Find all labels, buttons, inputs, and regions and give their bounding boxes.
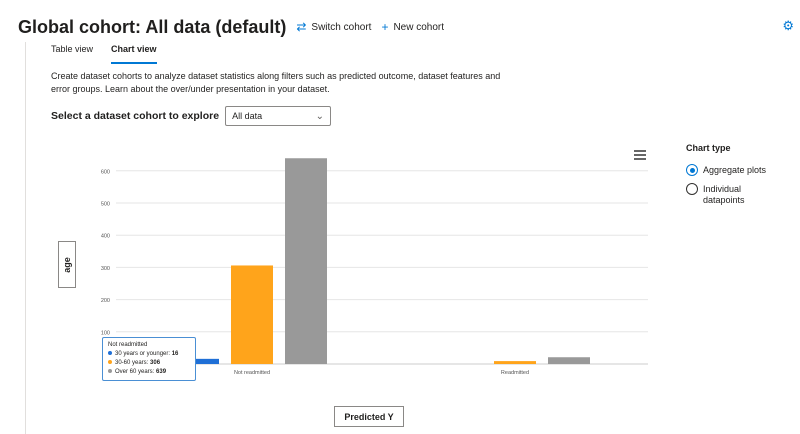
chevron-down-icon: ⌄ — [315, 110, 325, 122]
new-cohort-button[interactable]: + New cohort — [381, 21, 444, 33]
tooltip-row: 30-60 years: 306 — [108, 359, 190, 368]
tooltip-dot-gray — [108, 369, 112, 374]
y-tick-label: 400 — [101, 234, 110, 240]
cohort-dropdown-value: All data — [232, 111, 263, 121]
page-title: Global cohort: All data (default) — [18, 16, 287, 37]
tooltip-label: Over 60 years: — [115, 369, 157, 375]
tooltip-label: 30-60 years: — [115, 360, 151, 366]
hamburger-menu-icon[interactable] — [634, 150, 646, 162]
radio-unchecked-icon — [686, 183, 698, 195]
x-tick-label: Readmitted — [501, 370, 529, 376]
tooltip-value: 16 — [171, 351, 179, 357]
y-axis-selector-label: age — [61, 256, 72, 273]
radio-aggregate-plots[interactable]: Aggregate plots — [686, 164, 796, 176]
tooltip-label: 30 years or younger: — [115, 351, 172, 357]
radio-aggregate-label: Aggregate plots — [703, 164, 767, 175]
plus-icon: + — [381, 20, 389, 34]
tooltip-row: Over 60 years: 639 — [108, 368, 190, 377]
x-axis-ticks: Not readmitted Readmitted — [234, 370, 529, 376]
tooltip-dot-blue — [108, 351, 112, 356]
tooltip-value: 639 — [156, 369, 167, 375]
bar — [177, 358, 219, 364]
y-tick-label: 200 — [101, 298, 110, 304]
bar — [285, 158, 327, 364]
chart-bars — [177, 158, 590, 364]
radio-checked-icon — [686, 164, 698, 176]
y-tick-label: 500 — [101, 202, 110, 208]
chart-gridlines — [116, 170, 648, 365]
left-divider — [25, 42, 26, 434]
switch-icon: ⇄ — [296, 20, 307, 34]
view-tabs: Table view Chart view — [51, 42, 175, 64]
tooltip-title: Not readmitted — [108, 342, 148, 348]
chart-type-panel: Chart type Aggregate plots Individual da… — [686, 143, 796, 213]
radio-individual-datapoints[interactable]: Individual datapoints — [686, 183, 796, 206]
tooltip-row: 30 years or younger: 16 — [108, 350, 190, 359]
switch-cohort-label: Switch cohort — [311, 21, 372, 33]
y-tick-label: 100 — [101, 330, 110, 336]
y-axis-selector-button[interactable]: age — [58, 241, 76, 288]
new-cohort-label: New cohort — [393, 21, 445, 33]
chart-type-title: Chart type — [686, 143, 731, 153]
bar — [494, 361, 536, 364]
tab-chart-view[interactable]: Chart view — [111, 42, 157, 64]
settings-gear-icon[interactable]: ⚙ — [782, 18, 794, 33]
tab-table-view[interactable]: Table view — [51, 44, 94, 54]
tooltip-dot-orange — [108, 360, 112, 365]
switch-cohort-button[interactable]: ⇄ Switch cohort — [296, 21, 371, 33]
y-axis-ticks: 100 200 300 400 500 600 — [101, 169, 110, 336]
x-axis-selector-button[interactable]: Predicted Y — [334, 406, 404, 427]
tooltip-value: 306 — [150, 360, 161, 366]
bar — [231, 265, 273, 364]
chart-tooltip: Not readmitted 30 years or younger: 16 3… — [102, 337, 196, 381]
cohort-dropdown[interactable]: All data ⌄ — [225, 106, 332, 126]
bar — [548, 357, 590, 364]
cohort-selector-row: Select a dataset cohort to explore All d… — [51, 106, 332, 126]
y-tick-label: 300 — [101, 266, 110, 272]
radio-individual-label: Individual datapoints — [703, 183, 745, 205]
description-text: Create dataset cohorts to analyze datase… — [51, 71, 501, 94]
x-tick-label: Not readmitted — [234, 370, 270, 376]
header-bar: Global cohort: All data (default) ⇄ Swit… — [18, 14, 444, 40]
cohort-select-label: Select a dataset cohort to explore — [51, 110, 220, 122]
y-tick-label: 600 — [101, 169, 110, 175]
